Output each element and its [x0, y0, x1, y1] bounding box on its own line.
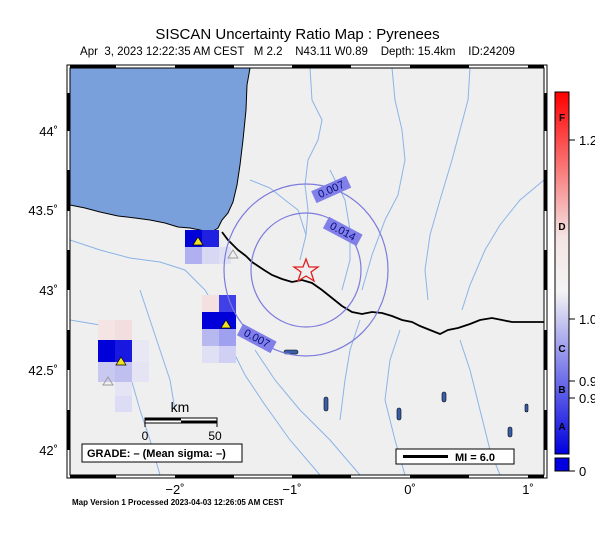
- cell-high: [98, 340, 115, 362]
- scale-bar: km 0 50: [142, 399, 222, 443]
- epicenter-star: [291, 257, 321, 283]
- cell-medium: [98, 362, 115, 382]
- grade-letter-A: A: [558, 422, 565, 433]
- sea-area: [70, 68, 251, 234]
- colorbar-gradient: [554, 91, 570, 455]
- grade-text: GRADE: – (Mean sigma: –): [87, 448, 226, 460]
- cell-high: [202, 312, 219, 329]
- station-marker: [192, 236, 204, 246]
- cell-low: [115, 382, 132, 396]
- lon-label-minus2: −2˚: [165, 482, 184, 497]
- grade-letter-B: B: [558, 385, 565, 396]
- grade-letter-D: D: [558, 222, 565, 233]
- cell-low: [202, 295, 219, 312]
- cell-medium: [115, 362, 132, 382]
- lon-label-0: 0˚: [404, 482, 416, 497]
- lat-label-42-5: 42.5˚: [28, 363, 58, 378]
- border-line: [221, 231, 544, 335]
- lon-label-minus1: −1˚: [282, 482, 301, 497]
- colorbar-tick-1-0: 1.0: [579, 312, 595, 327]
- scale-bar-tick-0: 0: [142, 429, 149, 443]
- station-marker: [115, 356, 127, 366]
- map-frame: [66, 64, 548, 479]
- cell-medium: [219, 329, 236, 346]
- grade-letter-F: F: [559, 113, 565, 124]
- cell-low: [115, 396, 132, 412]
- colorbar-tick-0-9a: 0.9: [579, 374, 595, 389]
- scale-bar-tick-50: 50: [208, 429, 222, 443]
- scale-bar-unit: km: [171, 399, 190, 415]
- processing-footer: Map Version 1 Processed 2023-04-03 12:26…: [72, 498, 284, 507]
- cell-low: [132, 340, 149, 362]
- station-marker: [220, 319, 232, 329]
- colorbar: F D C B A 1.2 1.0 0.9 0.9 0: [554, 91, 595, 479]
- reservoirs: [283, 349, 529, 438]
- map-area: 0.007 0.014 0.007 km 0 50: [70, 68, 544, 475]
- cell-low: [132, 362, 149, 382]
- contour-inner: [250, 212, 362, 328]
- station-marker-inactive: [227, 249, 239, 259]
- uncertainty-contours: [223, 183, 389, 357]
- lat-label-43: 43˚: [39, 283, 58, 298]
- cell-low: [98, 320, 115, 340]
- grade-letter-C: C: [558, 344, 565, 355]
- colorbar-tick-0-9b: 0.9: [579, 391, 595, 406]
- contour-label-box: [322, 216, 363, 247]
- cell-low: [202, 346, 219, 363]
- cell-low: [219, 346, 236, 363]
- lat-label-42: 42˚: [39, 443, 58, 458]
- cell-medium: [202, 329, 219, 346]
- cell-low: [202, 247, 219, 264]
- colorbar-underflow: [554, 457, 570, 472]
- station-marker-inactive: [102, 376, 114, 386]
- contour-outer: [223, 183, 389, 357]
- map-title: SISCAN Uncertainty Ratio Map : Pyrenees: [155, 26, 440, 43]
- cell-high: [202, 230, 219, 247]
- colorbar-tick-0: 0: [579, 464, 586, 479]
- contour-label-box: [311, 175, 352, 204]
- lat-label-44: 44˚: [39, 124, 58, 139]
- colorbar-tick-1-2: 1.2: [579, 133, 595, 148]
- grade-box: GRADE: – (Mean sigma: –): [81, 443, 243, 463]
- mi-box: MI = 6.0: [395, 448, 515, 465]
- mi-text: MI = 6.0: [455, 452, 495, 464]
- lat-label-43-5: 43.5˚: [28, 203, 58, 218]
- lon-label-1: 1˚: [522, 482, 534, 497]
- cell-low: [115, 320, 132, 340]
- cell-high: [115, 340, 132, 362]
- contour-label-box: [236, 323, 277, 354]
- stations: [102, 236, 239, 386]
- cell-medium: [185, 247, 202, 264]
- event-info: Apr 3, 2023 12:22:35 AM CEST M 2.2 N43.1…: [80, 46, 515, 58]
